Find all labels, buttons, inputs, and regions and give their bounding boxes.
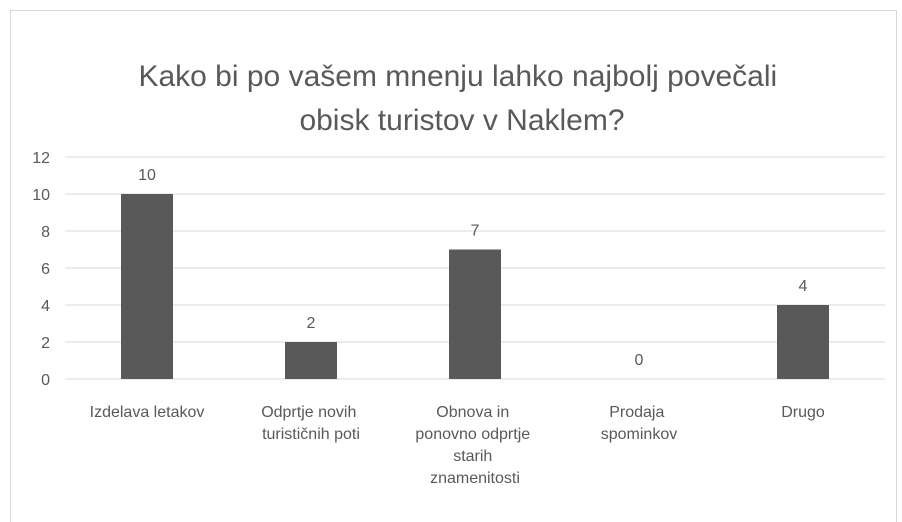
- y-tick-label: 0: [41, 372, 50, 389]
- chart-title: Kako bi po vašem mnenju lahko najbolj po…: [138, 60, 785, 137]
- x-tick-label: Obnova in ponovno odprtje starih znameni…: [415, 404, 534, 487]
- y-tick-label: 2: [41, 335, 50, 352]
- y-tick-label: 4: [41, 298, 50, 315]
- data-label: 2: [307, 315, 316, 332]
- bar: [285, 342, 337, 379]
- bar: [777, 305, 829, 379]
- y-tick-label: 10: [32, 187, 50, 204]
- x-tick-label: Odprtje novih turističnih poti: [261, 404, 361, 443]
- x-tick-label: Drugo: [781, 404, 825, 421]
- data-label: 4: [799, 278, 808, 295]
- data-label: 0: [635, 352, 644, 369]
- data-label: 7: [471, 223, 480, 240]
- data-label: 10: [138, 167, 156, 184]
- x-tick-label: Prodaja spominkov: [601, 404, 677, 443]
- bar: [121, 194, 173, 379]
- bar: [449, 249, 501, 379]
- y-tick-label: 8: [41, 224, 50, 241]
- y-tick-label: 12: [32, 150, 50, 167]
- x-tick-label: Izdelava letakov: [90, 404, 205, 421]
- y-tick-label: 6: [41, 261, 50, 278]
